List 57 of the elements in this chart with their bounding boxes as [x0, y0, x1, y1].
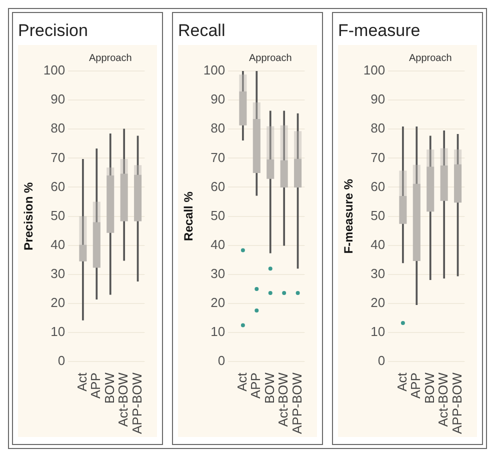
- y-tick-label: 10: [370, 324, 386, 340]
- y-tick-label: 80: [370, 120, 386, 136]
- x-axis-title: Approach: [248, 52, 292, 64]
- x-tick-label: APP-BOW: [129, 372, 144, 434]
- y-tick-label: 70: [50, 150, 66, 165]
- y-tick-label: 90: [370, 92, 386, 107]
- y-tick-label: 50: [210, 208, 226, 223]
- x-axis-title: Approach: [408, 52, 452, 64]
- y-tick-label: 70: [370, 150, 386, 165]
- x-tick-label: Act-BOW: [116, 372, 131, 427]
- x-tick-label: Act-BOW: [276, 372, 291, 427]
- x-tick-label: APP-BOW: [449, 372, 464, 434]
- y-tick-label: 30: [50, 266, 66, 281]
- y-tick-label: 90: [50, 92, 66, 107]
- x-tick-label: Act: [394, 372, 410, 392]
- x-tick-label: BOW: [102, 372, 117, 404]
- chart-title: Precision: [18, 20, 89, 42]
- y-tick-label: 0: [218, 353, 226, 368]
- x-tick-label: APP-BOW: [289, 372, 304, 434]
- chart-title: F-measure: [338, 20, 422, 42]
- y-tick-label: 0: [58, 353, 66, 368]
- y-tick-label: 20: [50, 295, 66, 310]
- y-tick-label: 80: [210, 120, 226, 136]
- y-axis-title: Precision %: [22, 182, 36, 250]
- x-tick-label: BOW: [262, 372, 277, 404]
- y-tick-label: 80: [50, 120, 66, 136]
- x-tick-label: BOW: [422, 372, 437, 404]
- y-tick-label: 50: [50, 208, 66, 223]
- y-tick-label: 40: [210, 236, 226, 252]
- y-axis-title: F-measure %: [342, 178, 356, 254]
- x-tick-label: APP: [408, 372, 424, 399]
- y-tick-label: 90: [210, 92, 226, 107]
- y-tick-label: 10: [210, 324, 226, 340]
- y-tick-label: 100: [363, 62, 386, 78]
- x-tick-label: Act-BOW: [436, 372, 451, 427]
- y-tick-label: 50: [370, 208, 386, 223]
- x-axis-title: Approach: [88, 52, 132, 64]
- x-tick-label: APP: [88, 372, 104, 399]
- y-tick-label: 0: [378, 353, 386, 368]
- y-tick-label: 20: [210, 295, 226, 310]
- y-tick-label: 40: [370, 236, 386, 252]
- y-tick-label: 60: [210, 178, 226, 194]
- y-tick-label: 60: [370, 178, 386, 194]
- y-tick-label: 40: [50, 236, 66, 252]
- y-tick-label: 100: [203, 62, 226, 78]
- y-tick-label: 70: [210, 150, 226, 165]
- x-tick-label: Act: [234, 372, 250, 392]
- y-tick-label: 60: [50, 178, 66, 194]
- y-tick-label: 30: [210, 266, 226, 281]
- x-tick-label: APP: [248, 372, 264, 399]
- x-tick-label: Act: [74, 372, 90, 392]
- y-tick-label: 100: [43, 62, 66, 78]
- y-tick-label: 10: [50, 324, 66, 340]
- y-tick-label: 30: [370, 266, 386, 281]
- chart-title: Recall: [178, 20, 226, 42]
- y-tick-label: 20: [370, 295, 386, 310]
- y-axis-title: Recall %: [182, 191, 196, 241]
